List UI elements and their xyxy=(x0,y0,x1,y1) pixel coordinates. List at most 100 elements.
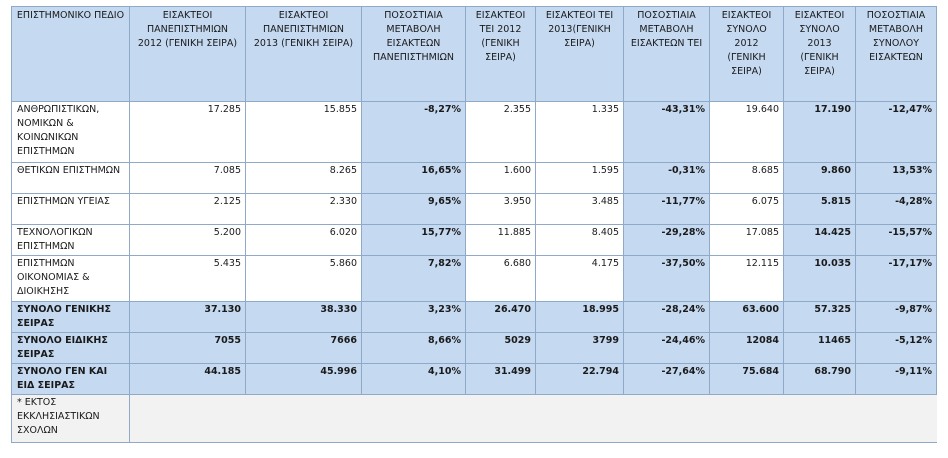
value-cell[interactable]: 5.435 xyxy=(129,255,246,302)
percent-cell[interactable]: -43,31% xyxy=(623,101,710,163)
table-row: ΤΕΧΝΟΛΟΓΙΚΩΝ ΕΠΙΣΤΗΜΩΝ 5.200 6.020 15,77… xyxy=(11,224,937,256)
value-cell[interactable]: 37.130 xyxy=(129,301,246,333)
percent-cell[interactable]: -17,17% xyxy=(855,255,937,302)
percent-cell[interactable]: 9,65% xyxy=(361,193,466,225)
value-cell[interactable]: 6.680 xyxy=(465,255,536,302)
value-cell[interactable]: 12.115 xyxy=(709,255,784,302)
value-cell[interactable]: 38.330 xyxy=(245,301,362,333)
header-cell[interactable]: ΕΙΣΑΚΤΕΟΙ ΠΑΝΕΠΙΣΤΗΜΙΩΝ 2013 (ΓΕΝΙΚΗ ΣΕΙ… xyxy=(245,6,362,102)
value-cell[interactable]: 17.190 xyxy=(783,101,856,163)
value-cell[interactable]: 57.325 xyxy=(783,301,856,333)
header-cell[interactable]: ΕΙΣΑΚΤΕΟΙ ΠΑΝΕΠΙΣΤΗΜΙΩΝ 2012 (ΓΕΝΙΚΗ ΣΕΙ… xyxy=(129,6,246,102)
value-cell[interactable]: 8.265 xyxy=(245,162,362,194)
value-cell[interactable]: 5029 xyxy=(465,332,536,364)
header-cell[interactable]: ΕΙΣΑΚΤΕΟΙ ΣΥΝΟΛΟ 2012 (ΓΕΝΙΚΗ ΣΕΙΡΑ) xyxy=(709,6,784,102)
value-cell[interactable]: 5.200 xyxy=(129,224,246,256)
value-cell[interactable]: 19.640 xyxy=(709,101,784,163)
value-cell[interactable]: 8.405 xyxy=(535,224,624,256)
value-cell[interactable]: 26.470 xyxy=(465,301,536,333)
header-cell[interactable]: ΕΙΣΑΚΤΕΟΙ ΤΕΙ 2013(ΓΕΝΙΚΗ ΣΕΙΡΑ) xyxy=(535,6,624,102)
percent-cell[interactable]: 15,77% xyxy=(361,224,466,256)
value-cell[interactable]: 7.085 xyxy=(129,162,246,194)
value-cell[interactable]: 11465 xyxy=(783,332,856,364)
field-cell[interactable]: ΕΠΙΣΤΗΜΩΝ ΥΓΕΙΑΣ xyxy=(11,193,130,225)
value-cell[interactable]: 22.794 xyxy=(535,363,624,395)
table-row: ΑΝΘΡΩΠΙΣΤΙΚΩΝ, ΝΟΜΙΚΩΝ & ΚΟΙΝΩΝΙΚΩΝ ΕΠΙΣ… xyxy=(11,101,937,163)
percent-cell[interactable]: -9,11% xyxy=(855,363,937,395)
percent-cell[interactable]: 13,53% xyxy=(855,162,937,194)
percent-cell[interactable]: 8,66% xyxy=(361,332,466,364)
header-cell[interactable]: ΠΟΣΟΣΤΙΑΙΑ ΜΕΤΑΒΟΛΗ ΕΙΣΑΚΤΕΩΝ ΤΕΙ xyxy=(623,6,710,102)
value-cell[interactable]: 68.790 xyxy=(783,363,856,395)
value-cell[interactable]: 5.815 xyxy=(783,193,856,225)
value-cell[interactable]: 10.035 xyxy=(783,255,856,302)
footnote-cell[interactable]: * ΕΚΤΟΣ ΕΚΚΛΗΣΙΑΣΤΙΚΩΝ ΣΧΟΛΩΝ xyxy=(11,394,130,443)
percent-cell[interactable]: 3,23% xyxy=(361,301,466,333)
percent-cell[interactable]: -27,64% xyxy=(623,363,710,395)
value-cell[interactable]: 12084 xyxy=(709,332,784,364)
value-cell[interactable]: 1.335 xyxy=(535,101,624,163)
header-cell[interactable]: ΠΟΣΟΣΤΙΑΙΑ ΜΕΤΑΒΟΛΗ ΣΥΝΟΛΟΥ ΕΙΣΑΚΤΕΩΝ xyxy=(855,6,937,102)
value-cell[interactable]: 2.355 xyxy=(465,101,536,163)
percent-cell[interactable]: 7,82% xyxy=(361,255,466,302)
value-cell[interactable]: 3.485 xyxy=(535,193,624,225)
percent-cell[interactable]: -24,46% xyxy=(623,332,710,364)
value-cell[interactable]: 75.684 xyxy=(709,363,784,395)
percent-cell[interactable]: -28,24% xyxy=(623,301,710,333)
percent-cell[interactable]: -9,87% xyxy=(855,301,937,333)
value-cell[interactable]: 3.950 xyxy=(465,193,536,225)
footnote-filler xyxy=(129,394,937,443)
percent-cell[interactable]: -8,27% xyxy=(361,101,466,163)
percent-cell[interactable]: -29,28% xyxy=(623,224,710,256)
value-cell[interactable]: 15.855 xyxy=(245,101,362,163)
value-cell[interactable]: 5.860 xyxy=(245,255,362,302)
percent-cell[interactable]: -37,50% xyxy=(623,255,710,302)
summary-row: ΣΥΝΟΛΟ ΓΕΝΙΚΗΣ ΣΕΙΡΑΣ 37.130 38.330 3,23… xyxy=(11,301,937,333)
field-cell[interactable]: ΤΕΧΝΟΛΟΓΙΚΩΝ ΕΠΙΣΤΗΜΩΝ xyxy=(11,224,130,256)
percent-cell[interactable]: -11,77% xyxy=(623,193,710,225)
table-row: ΕΠΙΣΤΗΜΩΝ ΟΙΚΟΝΟΜΙΑΣ & ΔΙΟΙΚΗΣΗΣ 5.435 5… xyxy=(11,255,937,302)
header-cell[interactable]: ΕΠΙΣΤΗΜΟΝΙΚΟ ΠΕΔΙΟ xyxy=(11,6,130,102)
header-row: ΕΠΙΣΤΗΜΟΝΙΚΟ ΠΕΔΙΟ ΕΙΣΑΚΤΕΟΙ ΠΑΝΕΠΙΣΤΗΜΙ… xyxy=(11,6,937,102)
header-cell[interactable]: ΕΙΣΑΚΤΕΟΙ ΤΕΙ 2012 (ΓΕΝΙΚΗ ΣΕΙΡΑ) xyxy=(465,6,536,102)
percent-cell[interactable]: -12,47% xyxy=(855,101,937,163)
value-cell[interactable]: 1.595 xyxy=(535,162,624,194)
value-cell[interactable]: 31.499 xyxy=(465,363,536,395)
field-cell[interactable]: ΣΥΝΟΛΟ ΓΕΝΙΚΗΣ ΣΕΙΡΑΣ xyxy=(11,301,130,333)
percent-cell[interactable]: -15,57% xyxy=(855,224,937,256)
value-cell[interactable]: 17.285 xyxy=(129,101,246,163)
percent-cell[interactable]: -0,31% xyxy=(623,162,710,194)
field-cell[interactable]: ΑΝΘΡΩΠΙΣΤΙΚΩΝ, ΝΟΜΙΚΩΝ & ΚΟΙΝΩΝΙΚΩΝ ΕΠΙΣ… xyxy=(11,101,130,163)
value-cell[interactable]: 7055 xyxy=(129,332,246,364)
summary-row: ΣΥΝΟΛΟ ΕΙΔΙΚΗΣ ΣΕΙΡΑΣ 7055 7666 8,66% 50… xyxy=(11,332,937,364)
value-cell[interactable]: 45.996 xyxy=(245,363,362,395)
table-row: ΕΠΙΣΤΗΜΩΝ ΥΓΕΙΑΣ 2.125 2.330 9,65% 3.950… xyxy=(11,193,937,225)
percent-cell[interactable]: 16,65% xyxy=(361,162,466,194)
percent-cell[interactable]: -5,12% xyxy=(855,332,937,364)
field-cell[interactable]: ΣΥΝΟΛΟ ΕΙΔΙΚΗΣ ΣΕΙΡΑΣ xyxy=(11,332,130,364)
value-cell[interactable]: 8.685 xyxy=(709,162,784,194)
value-cell[interactable]: 44.185 xyxy=(129,363,246,395)
percent-cell[interactable]: -4,28% xyxy=(855,193,937,225)
value-cell[interactable]: 11.885 xyxy=(465,224,536,256)
value-cell[interactable]: 63.600 xyxy=(709,301,784,333)
value-cell[interactable]: 1.600 xyxy=(465,162,536,194)
value-cell[interactable]: 3799 xyxy=(535,332,624,364)
field-cell[interactable]: ΕΠΙΣΤΗΜΩΝ ΟΙΚΟΝΟΜΙΑΣ & ΔΙΟΙΚΗΣΗΣ xyxy=(11,255,130,302)
header-cell[interactable]: ΕΙΣΑΚΤΕΟΙ ΣΥΝΟΛΟ 2013 (ΓΕΝΙΚΗ ΣΕΙΡΑ) xyxy=(783,6,856,102)
value-cell[interactable]: 18.995 xyxy=(535,301,624,333)
value-cell[interactable]: 14.425 xyxy=(783,224,856,256)
value-cell[interactable]: 2.125 xyxy=(129,193,246,225)
header-cell[interactable]: ΠΟΣΟΣΤΙΑΙΑ ΜΕΤΑΒΟΛΗ ΕΙΣΑΚΤΕΩΝ ΠΑΝΕΠΙΣΤΗΜ… xyxy=(361,6,466,102)
value-cell[interactable]: 17.085 xyxy=(709,224,784,256)
value-cell[interactable]: 6.075 xyxy=(709,193,784,225)
footnote-row: * ΕΚΤΟΣ ΕΚΚΛΗΣΙΑΣΤΙΚΩΝ ΣΧΟΛΩΝ xyxy=(11,394,937,443)
field-cell[interactable]: ΣΥΝΟΛΟ ΓΕΝ ΚΑΙ ΕΙΔ ΣΕΙΡΑΣ xyxy=(11,363,130,395)
value-cell[interactable]: 2.330 xyxy=(245,193,362,225)
percent-cell[interactable]: 4,10% xyxy=(361,363,466,395)
field-cell[interactable]: ΘΕΤΙΚΩΝ ΕΠΙΣΤΗΜΩΝ xyxy=(11,162,130,194)
value-cell[interactable]: 4.175 xyxy=(535,255,624,302)
value-cell[interactable]: 6.020 xyxy=(245,224,362,256)
value-cell[interactable]: 9.860 xyxy=(783,162,856,194)
value-cell[interactable]: 7666 xyxy=(245,332,362,364)
